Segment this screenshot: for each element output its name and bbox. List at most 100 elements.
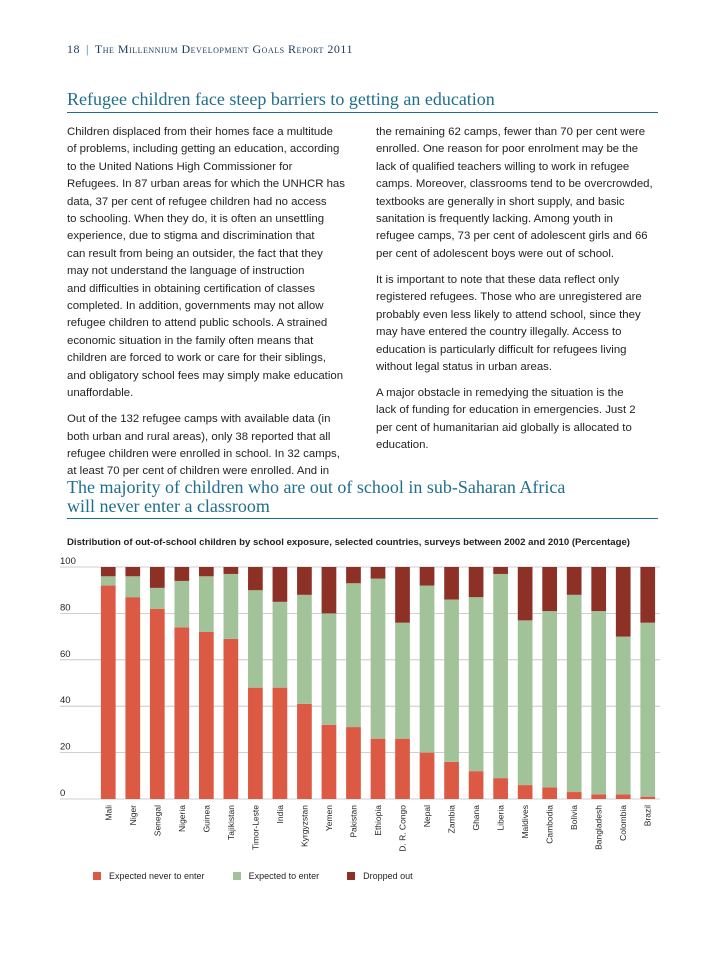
bar-segment-dropped	[100, 567, 116, 577]
bar-segment-never	[444, 761, 459, 799]
right-column: the remaining 62 camps, fewer than 70 pe…	[376, 124, 666, 463]
bar-segment-never	[125, 597, 141, 799]
section-rule	[67, 112, 658, 113]
bar-segment-expected	[419, 585, 435, 753]
bar-segment-dropped	[198, 567, 214, 577]
paragraph: A major obstacle in remedying the situat…	[376, 387, 636, 452]
bar-segment-never	[395, 738, 410, 799]
paragraph: Children displaced from their homes face…	[67, 126, 345, 400]
legend-label: Expected to enter	[248, 871, 320, 881]
y-tick-label: 80	[60, 602, 71, 613]
bar-segment-never	[297, 703, 312, 799]
stacked-bar-chart: 0 20 40 60 80 100 Mali Niger Senegal Nigeria Guine…	[60, 556, 660, 852]
bar-segment-expected	[468, 597, 484, 772]
bar-segment-dropped	[395, 567, 410, 623]
running-header: 18 | The Millennium Development Goals Repo…	[67, 42, 353, 57]
x-tick-label: Kyrgyzstan	[299, 805, 309, 847]
bar-segment-never	[468, 771, 484, 799]
bar-segment-expected	[517, 620, 533, 786]
chart-caption: Distribution of out-of-school children b…	[67, 537, 630, 548]
bar-segment-dropped	[125, 567, 141, 577]
bar-segment-expected	[370, 578, 386, 739]
paragraph: It is important to note that these data …	[376, 273, 642, 373]
bar-segment-expected	[100, 576, 116, 586]
x-tick-label: Nepal	[422, 805, 432, 827]
left-column: Children displaced from their homes face…	[67, 124, 367, 490]
bar-segment-never	[149, 608, 165, 799]
bar-segment-dropped	[321, 567, 337, 614]
x-tick-label: Bolivia	[569, 805, 579, 830]
bar-segment-expected	[198, 576, 214, 632]
x-tick-label: Zambia	[447, 805, 457, 834]
bar-segment-expected	[174, 580, 190, 628]
title-line: will never enter a classroom	[67, 496, 270, 516]
bar-segment-expected	[591, 611, 607, 795]
bar-segment-dropped	[419, 567, 435, 586]
bar-segment-dropped	[444, 567, 459, 600]
legend-item-expected: Expected to enter	[232, 871, 320, 881]
title-line: The majority of children who are out of …	[67, 477, 566, 497]
x-tick-label: Senegal	[152, 805, 162, 836]
bar-segment-dropped	[174, 567, 190, 581]
legend-swatch	[93, 872, 101, 880]
bar-segment-expected	[493, 573, 508, 779]
bar-segment-never	[566, 792, 582, 799]
bar-segment-never	[223, 638, 239, 799]
bar-segment-dropped	[272, 567, 288, 602]
bar-segment-expected	[223, 573, 239, 639]
bar-segment-expected	[272, 601, 288, 688]
bar-segment-expected	[444, 599, 459, 762]
y-tick-label: 60	[60, 649, 71, 660]
bar-segment-dropped	[346, 567, 361, 584]
bar-segment-never	[100, 585, 116, 799]
bar-segment-expected	[321, 613, 337, 725]
bar-segment-never	[419, 752, 435, 799]
report-title: The Millennium Development Goals Report …	[94, 42, 353, 56]
legend-label: Dropped out	[363, 871, 413, 881]
bar-segment-never	[370, 738, 386, 799]
y-tick-label: 0	[60, 788, 65, 799]
legend-item-dropped: Dropped out	[347, 871, 413, 881]
x-tick-label: Cambodia	[545, 805, 555, 844]
bar-segment-never	[321, 724, 337, 799]
bar-segment-expected	[640, 622, 656, 797]
bar-segment-dropped	[591, 567, 607, 612]
x-tick-label: Ghana	[471, 805, 481, 831]
x-tick-label: Bangladesh	[594, 805, 604, 850]
bar-segment-never	[198, 631, 214, 799]
bar-segment-never	[615, 794, 631, 799]
bar-segment-dropped	[615, 567, 631, 637]
bar-segment-expected	[615, 636, 631, 795]
bar-segment-never	[640, 796, 656, 799]
bar-segment-dropped	[517, 567, 533, 621]
bar-segment-never	[346, 727, 361, 799]
section-title-refugee: Refugee children face steep barriers to …	[67, 89, 495, 109]
bar-segment-never	[248, 687, 263, 799]
page-number: 18	[67, 42, 80, 56]
bar-segment-never	[591, 794, 607, 799]
bar-segment-never	[174, 627, 190, 799]
bar-segment-expected	[346, 583, 361, 728]
x-tick-label: Colombia	[618, 805, 628, 841]
legend-swatch	[232, 872, 241, 880]
bar-segment-dropped	[223, 567, 239, 574]
paragraph: the remaining 62 camps, fewer than 70 pe…	[376, 126, 653, 260]
section-title-out-of-school: The majority of children who are out of …	[67, 478, 565, 516]
bar-segment-dropped	[493, 567, 508, 574]
x-tick-label: Guinea	[201, 805, 211, 833]
x-tick-label: Liberia	[496, 805, 506, 831]
bar-segment-expected	[542, 611, 558, 788]
bar-segment-dropped	[542, 567, 558, 612]
paragraph: Out of the 132 refugee camps with availa…	[67, 413, 340, 478]
x-tick-label: Ethiopia	[373, 805, 383, 836]
legend-item-never: Expected never to enter	[93, 871, 205, 881]
x-tick-label: Nigeria	[177, 805, 187, 832]
bar-segment-dropped	[248, 567, 263, 591]
x-tick-label: Niger	[128, 805, 138, 825]
bar-segment-dropped	[566, 567, 582, 595]
header-separator: |	[86, 42, 89, 56]
bar-segment-dropped	[297, 567, 312, 595]
legend-label: Expected never to enter	[109, 871, 205, 881]
y-tick-label: 20	[60, 742, 71, 753]
bar-segment-expected	[248, 590, 263, 688]
